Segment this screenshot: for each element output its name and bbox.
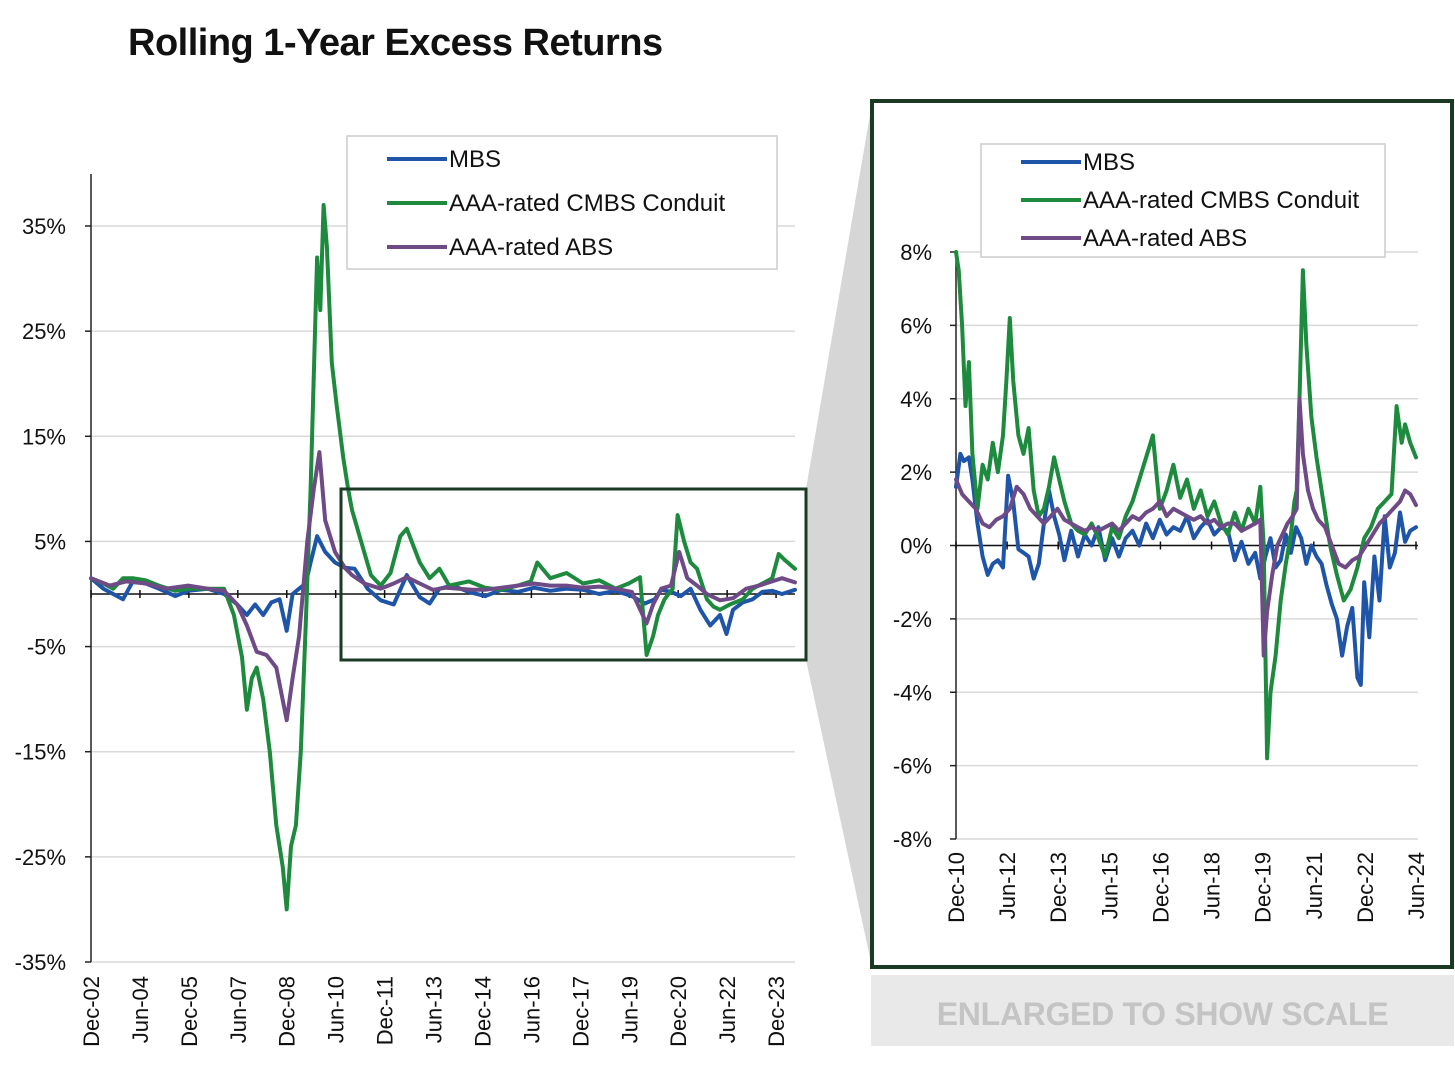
x-tick-label: Jun-04 xyxy=(128,976,153,1043)
zoom-highlight-box xyxy=(339,487,808,662)
y-tick-label: 15% xyxy=(22,424,66,449)
y-tick-label: -35% xyxy=(15,950,66,975)
x-tick-label: Dec-22 xyxy=(1353,852,1378,923)
x-tick-label: Jun-24 xyxy=(1404,852,1429,919)
y-tick-label: 35% xyxy=(22,214,66,239)
y-tick-label: 25% xyxy=(22,319,66,344)
caption-background xyxy=(871,975,1454,1046)
series-line-2 xyxy=(89,203,797,912)
main-chart: 35% 25% 15% 5% -5% -15% -25% -35% Dec-02 Jun-04 De… xyxy=(15,135,797,1047)
y-tick-label: -4% xyxy=(893,680,932,705)
legend-label: AAA-rated ABS xyxy=(449,234,613,261)
y-tick-label: 8% xyxy=(900,240,932,265)
x-tick-label: Dec-23 xyxy=(764,976,789,1047)
series-line-1 xyxy=(954,451,1418,687)
y-tick-label: 6% xyxy=(900,313,932,338)
y-tick-label: 2% xyxy=(900,460,932,485)
y-tick-label: 5% xyxy=(34,529,66,554)
enlarged-caption: ENLARGED TO SHOW SCALE xyxy=(936,996,1389,1032)
legend-label: AAA-rated CMBS Conduit xyxy=(1083,187,1359,214)
legend-label: AAA-rated ABS xyxy=(1083,225,1247,252)
x-tick-label: Jun-12 xyxy=(995,852,1020,919)
chart-title: Rolling 1-Year Excess Returns xyxy=(128,22,663,64)
x-tick-label: Dec-08 xyxy=(275,976,300,1047)
x-tick-label: Dec-19 xyxy=(1251,852,1276,923)
y-tick-label: -6% xyxy=(893,754,932,779)
x-tick-label: Dec-17 xyxy=(568,976,593,1047)
x-tick-label: Jun-18 xyxy=(1200,852,1225,919)
x-tick-label: Dec-20 xyxy=(666,976,691,1047)
x-tick-label: Jun-15 xyxy=(1097,852,1122,919)
zoom-connector xyxy=(806,103,872,967)
x-tick-label: Dec-02 xyxy=(79,976,104,1047)
x-tick-label: Dec-10 xyxy=(944,852,969,923)
legend-label: MBS xyxy=(449,146,501,173)
x-tick-label: Jun-13 xyxy=(422,976,447,1043)
x-tick-label: Jun-10 xyxy=(324,976,349,1043)
y-tick-label: -25% xyxy=(15,845,66,870)
x-tick-label: Jun-16 xyxy=(519,976,544,1043)
x-tick-label: Dec-05 xyxy=(177,976,202,1047)
y-tick-label: 0% xyxy=(900,534,932,559)
series-line-3 xyxy=(954,396,1418,658)
x-tick-label: Jun-07 xyxy=(226,976,251,1043)
legend-label: AAA-rated CMBS Conduit xyxy=(449,190,725,217)
x-tick-label: Dec-16 xyxy=(1148,852,1173,923)
x-tick-label: Dec-11 xyxy=(373,976,398,1045)
series-line-2 xyxy=(954,250,1418,761)
y-tick-label: -15% xyxy=(15,740,66,765)
x-tick-label: Jun-21 xyxy=(1302,852,1327,919)
series-line-3 xyxy=(89,450,797,723)
x-tick-label: Dec-13 xyxy=(1046,852,1071,923)
y-tick-label: -5% xyxy=(27,635,66,660)
legend-label: MBS xyxy=(1083,149,1135,176)
x-tick-label: Jun-22 xyxy=(715,976,740,1043)
y-tick-label: -2% xyxy=(893,607,932,632)
y-tick-label: -8% xyxy=(893,827,932,852)
x-tick-label: Dec-14 xyxy=(470,976,495,1047)
y-tick-label: 4% xyxy=(900,387,932,412)
enlarged-chart: 8% 6% 4% 2% 0% -2% -4% -6% -8% Dec-10 Jun-12 Dec-13… xyxy=(893,143,1429,923)
x-tick-label: Jun-19 xyxy=(617,976,642,1043)
